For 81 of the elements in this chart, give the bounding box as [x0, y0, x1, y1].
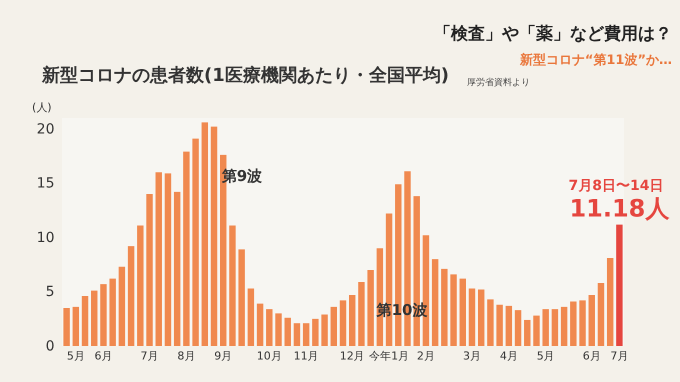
- bar: [598, 283, 604, 346]
- bar: [450, 274, 457, 346]
- chart-title: 新型コロナの患者数(1医療機関あたり・全国平均): [41, 65, 449, 86]
- bar: [358, 282, 365, 346]
- x-tick-label: 11月: [294, 350, 319, 362]
- bar: [82, 296, 88, 346]
- bar: [496, 304, 503, 346]
- bar: [248, 288, 254, 346]
- bar: [210, 126, 218, 346]
- bar: [294, 323, 300, 346]
- bar: [616, 224, 623, 346]
- bar: [340, 300, 346, 346]
- bar: [579, 300, 586, 346]
- x-tick-label: 6月: [94, 350, 112, 362]
- y-tick-label: 5: [46, 284, 54, 300]
- bar: [367, 270, 374, 346]
- bar: [542, 309, 549, 346]
- x-tick-label: 5月: [66, 350, 85, 362]
- bar: [118, 266, 126, 346]
- bar: [302, 323, 310, 346]
- bar: [468, 288, 476, 346]
- bar: [100, 284, 107, 346]
- bar: [164, 173, 172, 346]
- bar: [560, 306, 568, 346]
- bar: [174, 192, 180, 346]
- x-tick-label: 2月: [416, 350, 435, 362]
- bar: [137, 225, 144, 346]
- bar: [570, 301, 577, 346]
- bar: [533, 316, 540, 346]
- y-tick-label: 20: [36, 121, 54, 138]
- x-tick-label: 10月: [256, 350, 282, 362]
- bar: [229, 225, 236, 346]
- bar: [266, 309, 273, 346]
- bar: [275, 313, 282, 346]
- bar: [606, 258, 614, 346]
- bar: [588, 294, 595, 346]
- bar: [202, 122, 208, 346]
- bar: [524, 320, 530, 346]
- x-tick-label: 3月: [462, 350, 481, 362]
- bar: [506, 306, 512, 346]
- x-tick-label: 4月: [500, 350, 518, 362]
- y-tick-label: 0: [46, 338, 54, 354]
- data-label: 11.18人: [569, 194, 670, 223]
- bar: [91, 290, 98, 346]
- x-tick-label: 7月: [140, 350, 159, 362]
- bar: [478, 290, 484, 346]
- bar: [238, 249, 245, 346]
- bar: [441, 268, 448, 346]
- bar: [284, 318, 291, 346]
- text: 新型コロナ“第11波”か…: [518, 52, 672, 68]
- bar: [63, 308, 70, 346]
- bar: [552, 309, 558, 346]
- bar: [330, 306, 338, 346]
- bar: [348, 294, 356, 346]
- bar: [432, 259, 438, 346]
- text: 厚労省資料より: [467, 77, 530, 88]
- bar: [192, 138, 199, 346]
- bar: [128, 246, 134, 346]
- annotation: 7月8日〜14日: [568, 178, 664, 194]
- bar: [183, 152, 190, 346]
- x-tick-label: 6月: [582, 350, 601, 362]
- bar: [312, 318, 319, 346]
- bar: [487, 299, 494, 346]
- bar: [460, 278, 466, 346]
- y-tick-label: 10: [36, 230, 54, 246]
- y-tick-label: 15: [36, 176, 54, 192]
- x-tick-label: 今年1月: [369, 350, 410, 362]
- x-tick-label: 5月: [536, 350, 555, 362]
- bar: [72, 306, 80, 346]
- x-tick-label: 8月: [177, 350, 196, 362]
- bar: [156, 172, 162, 346]
- x-tick-label: 9月: [214, 350, 232, 362]
- y-axis-title: (人): [32, 101, 52, 114]
- bar: [321, 314, 328, 346]
- bar: [514, 310, 522, 346]
- bar: [146, 194, 153, 346]
- bar: [256, 304, 264, 346]
- text: 「検査」や「薬」など費用は？: [434, 24, 672, 44]
- x-tick-label: 12月: [340, 350, 365, 362]
- bar: [109, 278, 116, 346]
- x-tick-label: 7月: [610, 350, 628, 362]
